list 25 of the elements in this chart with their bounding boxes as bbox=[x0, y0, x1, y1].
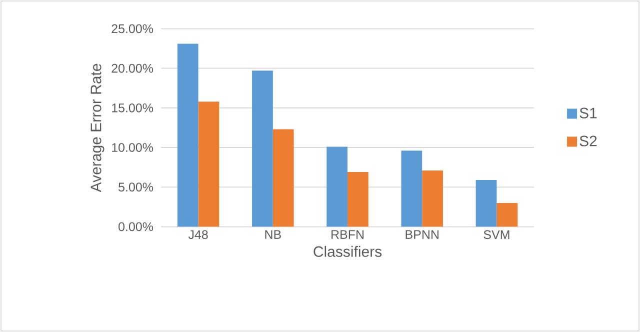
bar bbox=[496, 202, 518, 227]
bar bbox=[422, 170, 443, 227]
bar bbox=[198, 102, 220, 227]
bar bbox=[177, 44, 198, 227]
x-tick-label: NB bbox=[265, 230, 281, 239]
y-tick-label: 5.00% bbox=[118, 182, 154, 192]
bar bbox=[348, 172, 368, 227]
y-tick-label: 10.00% bbox=[112, 143, 154, 152]
x-tick-label: RBFN bbox=[332, 230, 364, 239]
y-tick-label: 25.00% bbox=[112, 24, 154, 34]
bar bbox=[326, 146, 348, 227]
x-axis-title: Classifiers bbox=[314, 246, 382, 257]
bar bbox=[476, 180, 497, 227]
y-tick-label: 15.00% bbox=[112, 103, 154, 112]
legend-label: S1 bbox=[580, 108, 597, 118]
x-tick-label: J48 bbox=[188, 230, 208, 240]
bar bbox=[401, 150, 422, 227]
x-tick-label: SVM bbox=[484, 230, 510, 240]
legend-label: S2 bbox=[580, 136, 597, 146]
y-tick-label: 20.00% bbox=[112, 64, 154, 73]
y-tick-label: 0.00% bbox=[118, 222, 154, 232]
bar bbox=[272, 129, 294, 227]
x-tick-label: BPNN bbox=[406, 230, 438, 239]
y-axis-title: Average Error Rate bbox=[90, 64, 104, 192]
bar bbox=[252, 70, 273, 227]
